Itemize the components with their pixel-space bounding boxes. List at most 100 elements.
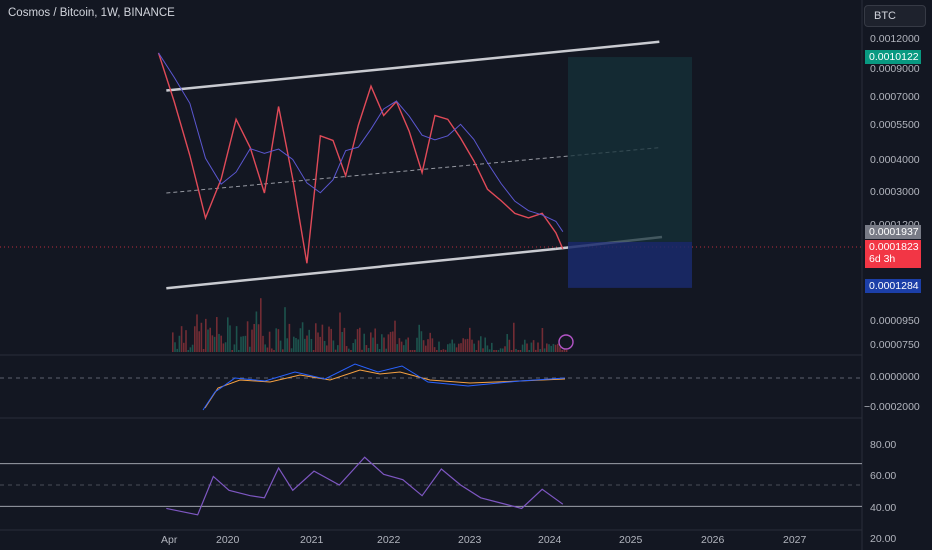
volume-bar [222, 343, 225, 352]
time-tick-label: 2025 [619, 534, 643, 546]
volume-bar [334, 349, 337, 352]
volume-bar [484, 337, 486, 352]
volume-bar [277, 329, 280, 352]
volume-bar [367, 348, 370, 352]
volume-bar [546, 343, 548, 352]
volume-bar [282, 349, 284, 352]
volume-bar [240, 336, 242, 352]
volume-bar [288, 323, 291, 352]
macd-tick-label: −0.0002000 [864, 401, 920, 413]
volume-bar [543, 348, 546, 352]
volume-bar [515, 348, 517, 352]
volume-bar [348, 348, 350, 352]
volume-bar [180, 326, 183, 352]
volume-bar [189, 347, 192, 352]
volume-bar [431, 338, 434, 352]
rsi-line [166, 456, 564, 516]
volume-bar [187, 350, 189, 352]
volume-bar [535, 349, 537, 352]
volume-bar [227, 317, 229, 352]
volume-bar [466, 338, 469, 352]
volume-bar [260, 298, 262, 352]
price-tick-label: 0.0000950 [870, 315, 920, 327]
volume-bar [530, 342, 533, 352]
volume-bar [218, 333, 220, 352]
volume-bar [244, 335, 247, 352]
channel-upper-line [166, 40, 660, 92]
volume-bar [436, 350, 438, 352]
volume-bar [196, 314, 198, 352]
volume-bar [565, 350, 568, 352]
volume-bar [172, 332, 174, 352]
volume-bar [200, 322, 203, 352]
volume-bar [460, 343, 462, 352]
volume-bar [480, 336, 482, 352]
volume-bar [411, 350, 414, 352]
volume-bar [398, 338, 401, 352]
volume-bar [438, 341, 440, 352]
volume-bar [361, 349, 363, 352]
volume-bar [416, 337, 418, 352]
volume-bar [356, 329, 359, 352]
lightning-icon [558, 334, 574, 350]
volume-bar [359, 327, 361, 352]
volume-bar [383, 337, 385, 352]
volume-bar [330, 328, 332, 352]
volume-bar [297, 339, 299, 352]
volume-bar [321, 324, 324, 352]
volume-bar [475, 350, 478, 352]
volume-bar [312, 350, 315, 352]
volume-bar [231, 350, 233, 352]
volume-bar [374, 328, 376, 352]
volume-bar [539, 349, 541, 352]
volume-bar [414, 350, 416, 352]
volume-bar [220, 335, 222, 352]
volume-bar [528, 350, 530, 352]
volume-bar [328, 326, 330, 352]
volume-bar [363, 333, 365, 352]
volume-bar [306, 335, 308, 352]
volume-bar [315, 323, 317, 352]
volume-bar [273, 350, 275, 352]
volume-bar [502, 348, 504, 352]
volume-bar [286, 338, 288, 352]
volume-bar [372, 337, 374, 352]
volume-bar [389, 331, 392, 352]
volume-bar [495, 350, 497, 352]
volume-bar [455, 347, 458, 352]
volume-bar [275, 328, 277, 352]
volume-bar [255, 311, 258, 352]
volume-bar [194, 326, 196, 352]
volume-bar [458, 343, 460, 352]
price-tick-label: 0.0007000 [870, 91, 920, 103]
volume-bar [337, 345, 339, 352]
volume-bar [323, 340, 326, 352]
volume-bar [425, 345, 427, 352]
volume-bar [464, 339, 467, 352]
volume-bar [418, 324, 420, 352]
volume-bar [326, 345, 328, 352]
volume-bar [246, 321, 249, 352]
volume-bar [350, 350, 352, 352]
volume-bar [376, 343, 379, 352]
bar-countdown: 6d 3h [869, 253, 896, 265]
volume-bar [264, 344, 266, 352]
volume-bar [427, 339, 429, 352]
price-tick-label: 0.0004000 [870, 154, 920, 166]
time-tick-label: 2024 [538, 534, 562, 546]
volume-bar [242, 336, 244, 352]
volume-bar [477, 340, 480, 352]
volume-bar [548, 344, 550, 352]
volume-bar [293, 336, 295, 352]
volume-bar [262, 335, 264, 352]
volume-bar [317, 332, 319, 352]
volume-bar [497, 350, 500, 352]
volume-bar [403, 345, 405, 352]
volume-bar [290, 348, 293, 352]
volume-bar [486, 345, 489, 352]
symbol-button[interactable]: BTC [864, 5, 926, 27]
volume-bar [209, 327, 211, 352]
volume-bar [422, 340, 425, 352]
